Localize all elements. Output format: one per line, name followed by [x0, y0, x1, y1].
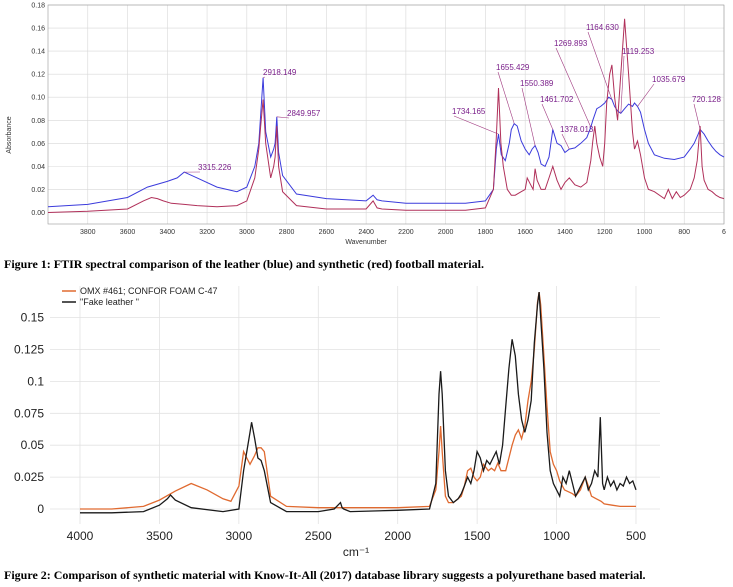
- x-tick-label: 4000: [67, 529, 94, 543]
- x-tick-label: 800: [678, 229, 690, 236]
- x-tick-label: 3200: [199, 229, 215, 236]
- annotation-label: 1655.429: [496, 63, 530, 72]
- annotation-leader: [561, 133, 570, 150]
- x-tick-label: 1800: [478, 229, 494, 236]
- legend-label-library: OMX #461; CONFOR FOAM C-47: [80, 286, 218, 296]
- x-tick-label: 1200: [597, 229, 613, 236]
- chart1-xlabel: Wavenumber: [345, 239, 387, 246]
- x-tick-label: 6: [722, 229, 726, 236]
- x-tick-label: 500: [626, 529, 646, 543]
- y-tick-label: 0.18: [31, 3, 45, 10]
- annotation-label: 2918.149: [263, 68, 297, 77]
- chart1-series: [47, 18, 725, 213]
- series-line-library: [80, 291, 636, 510]
- annotation-leader: [555, 47, 592, 128]
- annotation-label: 1269.893: [554, 39, 588, 48]
- annotation-label: 1119.253: [622, 47, 655, 56]
- annotation-label: 1378.013: [560, 125, 594, 134]
- x-tick-label: 3000: [226, 529, 253, 543]
- y-tick-label: 0: [37, 502, 44, 516]
- series-line-leather: [47, 77, 725, 208]
- series-line-synthetic: [47, 18, 725, 213]
- annotation-leader: [263, 76, 266, 78]
- y-tick-label: 0.04: [31, 164, 45, 171]
- y-tick-label: 0.05: [21, 438, 45, 452]
- figure-2-caption: Figure 2: Comparison of synthetic materi…: [4, 568, 646, 582]
- y-tick-label: 0.14: [31, 49, 45, 56]
- y-tick-label: 0.10: [31, 95, 45, 102]
- annotation-leader: [637, 83, 655, 107]
- x-tick-label: 3400: [160, 229, 176, 236]
- y-tick-label: 0.00: [31, 210, 45, 217]
- y-tick-label: 0.08: [31, 118, 45, 125]
- chart1-ticks: 0.00 0.02 0.04 0.06 0.08 0.10 0.12 0.14 0.16 0.18…: [31, 3, 726, 237]
- x-tick-label: 2200: [398, 229, 414, 236]
- annotation-label: 1461.702: [540, 95, 574, 104]
- y-tick-label: 0.1: [27, 374, 44, 388]
- chart2-series: [80, 291, 637, 514]
- y-tick-label: 0.125: [14, 343, 44, 357]
- annotation-leader: [620, 55, 625, 114]
- annotation-leader: [276, 116, 290, 119]
- x-tick-label: 1500: [464, 529, 491, 543]
- x-tick-label: 3600: [120, 229, 136, 236]
- y-tick-label: 0.075: [14, 406, 44, 420]
- x-tick-label: 2000: [438, 229, 454, 236]
- chart2-ticks: 0 0.025 0.05 0.075 0.1 0.125 0.15 4000 3500 3000 2…: [14, 311, 646, 543]
- y-tick-label: 0.15: [21, 311, 45, 325]
- chart2-legend: OMX #461; CONFOR FOAM C-47 "Fake leather…: [62, 286, 218, 307]
- x-tick-label: 2400: [358, 229, 374, 236]
- annotation-leader: [693, 103, 701, 130]
- x-tick-label: 1000: [637, 229, 653, 236]
- chart1-annotations: 3315.226 2918.149 2849.957 1734.165 1655.429…: [184, 23, 721, 173]
- ftir-chart-1: 3315.226 2918.149 2849.957 1734.165 1655.429…: [6, 3, 726, 247]
- annotation-label: 1550.389: [520, 79, 554, 88]
- series-line-sample: [80, 292, 637, 514]
- annotation-leader: [541, 103, 554, 130]
- x-tick-label: 1400: [557, 229, 573, 236]
- figure-1-caption: Figure 1: FTIR spectral comparison of th…: [4, 257, 484, 271]
- annotation-label: 2849.957: [287, 109, 321, 118]
- x-tick-label: 2800: [279, 229, 295, 236]
- y-tick-label: 0.02: [31, 187, 45, 194]
- x-tick-label: 2500: [305, 529, 332, 543]
- chart1-grid: [48, 4, 725, 224]
- annotation-label: 1164.630: [586, 23, 619, 32]
- y-tick-label: 0.025: [14, 470, 44, 484]
- annotation-label: 1734.165: [452, 107, 486, 116]
- chart2-xlabel: cm⁻¹: [343, 545, 369, 559]
- annotation-label: 3315.226: [198, 163, 232, 172]
- x-tick-label: 1000: [543, 529, 570, 543]
- x-tick-label: 3000: [239, 229, 255, 236]
- annotation-label: 720.128: [692, 95, 721, 104]
- x-tick-label: 3500: [146, 529, 173, 543]
- y-tick-label: 0.16: [31, 26, 45, 33]
- y-tick-label: 0.06: [31, 141, 45, 148]
- annotation-leader: [521, 87, 536, 146]
- annotation-label: 1035.679: [652, 75, 686, 84]
- x-tick-label: 2600: [319, 229, 335, 236]
- plot-frame: [47, 4, 725, 225]
- annotation-leader: [453, 115, 499, 135]
- x-tick-label: 1600: [517, 229, 533, 236]
- x-tick-label: 2000: [384, 529, 411, 543]
- legend-label-sample: "Fake leather ": [80, 297, 139, 307]
- chart2-grid: [50, 286, 660, 524]
- chart1-axes: [47, 4, 725, 225]
- x-tick-label: 3800: [80, 229, 96, 236]
- annotation-leader: [497, 71, 515, 124]
- chart1-ylabel: Absorbance: [6, 116, 13, 153]
- ftir-chart-2: 0 0.025 0.05 0.075 0.1 0.125 0.15 4000 3500 3000 2…: [14, 286, 660, 559]
- y-tick-label: 0.12: [31, 72, 45, 79]
- annotation-leader: [587, 31, 613, 100]
